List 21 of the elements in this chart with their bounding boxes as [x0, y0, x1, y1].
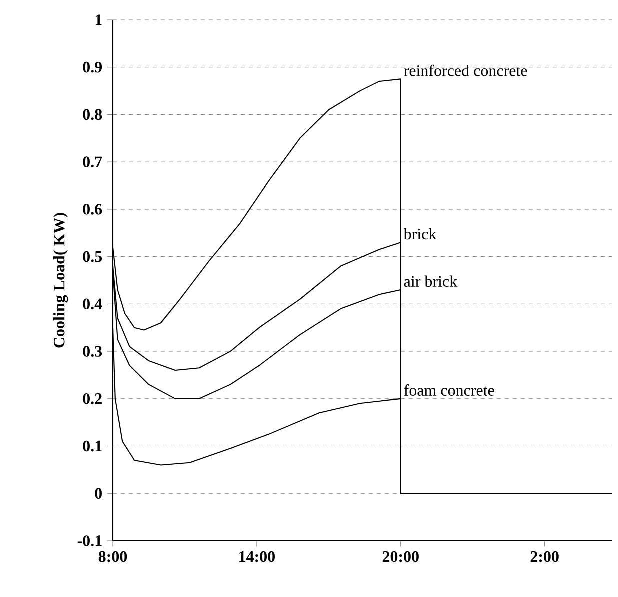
series-label: brick	[404, 228, 437, 240]
y-tick-label: 0.7	[83, 156, 102, 168]
y-tick-label: 0.8	[83, 109, 102, 120]
x-tick-label: 8:00	[98, 551, 128, 562]
y-axis-title: Cooling Load( KW)	[53, 213, 68, 348]
x-tick-label: 14:00	[240, 551, 275, 562]
series-label: air brick	[404, 276, 458, 288]
y-tick-label: 0.1	[83, 440, 102, 452]
y-tick-label: 0.2	[83, 393, 102, 404]
y-tick-label: 0.4	[83, 298, 102, 310]
y-tick-label: 0.3	[83, 346, 102, 357]
y-tick-label: -0.1	[78, 536, 102, 546]
series-label: foam concrete	[404, 384, 494, 396]
x-tick-label: 2:00	[530, 551, 559, 562]
y-tick-label: 0.9	[83, 62, 102, 73]
y-tick-label: 0.5	[83, 251, 102, 262]
y-tick-label: 0	[95, 488, 102, 500]
series-label: reinforced concrete	[404, 64, 528, 76]
x-tick-label: 20:00	[382, 551, 419, 562]
y-tick-label: 1	[96, 14, 102, 26]
y-tick-label: 0.6	[83, 204, 102, 215]
